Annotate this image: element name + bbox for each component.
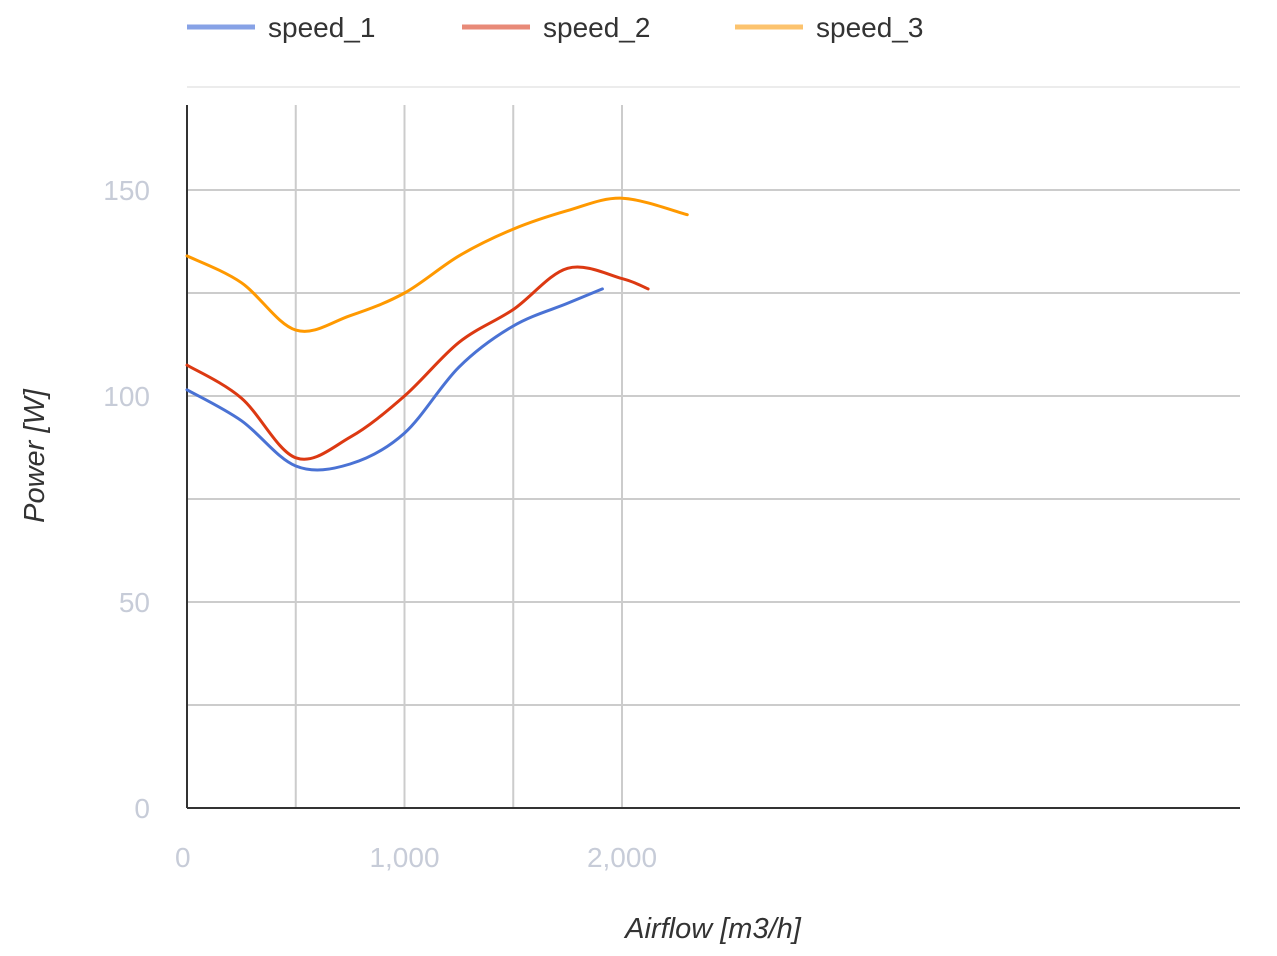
y-axis-title: Power [W] bbox=[19, 388, 51, 523]
series-line-speed_3 bbox=[185, 196, 689, 333]
chart-legend: speed_1 speed_2 speed_3 bbox=[187, 12, 923, 43]
series-line-speed_2 bbox=[185, 265, 650, 461]
chart-series bbox=[185, 196, 689, 472]
x-axis-title: Airflow [m3/h] bbox=[623, 913, 802, 945]
x-tick-label: 1,000 bbox=[369, 842, 439, 873]
chart-axes bbox=[186, 105, 1240, 809]
legend-label-speed_2: speed_2 bbox=[543, 12, 650, 43]
legend-label-speed_3: speed_3 bbox=[816, 12, 923, 43]
legend-label-speed_1: speed_1 bbox=[268, 12, 375, 43]
x-tick-label: 2,000 bbox=[587, 842, 657, 873]
chart-gridlines bbox=[187, 86, 1240, 808]
chart-tick-labels: 0 50 100 150 0 1,000 2,000 bbox=[103, 175, 657, 873]
x-tick-label: 0 bbox=[175, 842, 191, 873]
y-tick-label: 100 bbox=[103, 381, 150, 412]
series-line-speed_1 bbox=[185, 287, 604, 472]
y-tick-label: 50 bbox=[119, 587, 150, 618]
y-tick-label: 0 bbox=[134, 793, 150, 824]
y-tick-label: 150 bbox=[103, 175, 150, 206]
